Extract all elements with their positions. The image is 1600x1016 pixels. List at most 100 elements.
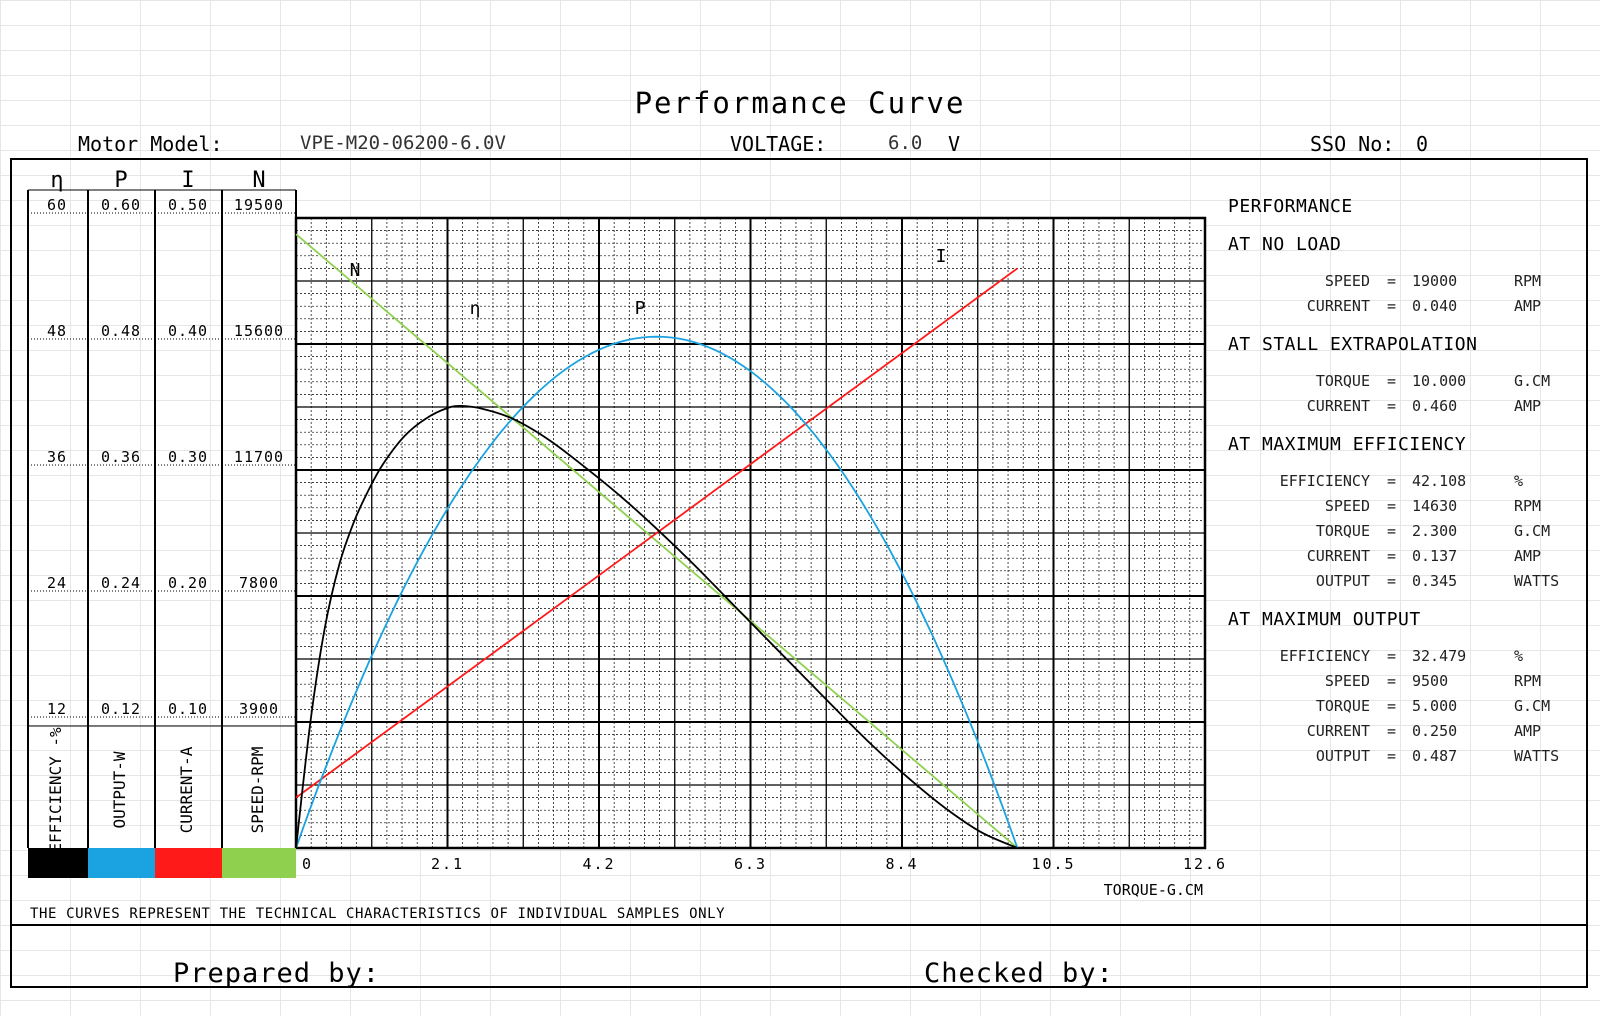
- output-tick: 0.48: [101, 322, 141, 340]
- axis-symbol: P: [114, 168, 127, 193]
- speed-tick: 3900: [239, 700, 279, 718]
- output-tick: 0.60: [101, 196, 141, 214]
- curve-label-current: I: [936, 246, 947, 267]
- max-efficiency-row-unit: AMP: [1514, 547, 1542, 565]
- performance-title: PERFORMANCE: [1228, 196, 1353, 217]
- axis-title: OUTPUT-W: [110, 751, 129, 828]
- voltage-value: 6.0: [888, 132, 923, 154]
- series-color-swatch: [88, 848, 155, 878]
- x-axis-ticks: 0 2.1 4.2 6.3 8.4 10.5 12.6 TORQUE-G.CM: [302, 855, 1227, 899]
- efficiency-tick: 36: [47, 448, 67, 466]
- no-load-row-equals: =: [1387, 297, 1397, 315]
- max-efficiency-row-label: EFFICIENCY: [1279, 472, 1370, 490]
- max-output-row-value: 32.479: [1412, 647, 1467, 665]
- current-tick: 0.20: [168, 574, 208, 592]
- checked-by-label: Checked by:: [924, 958, 1114, 989]
- max-output-row-label: EFFICIENCY: [1279, 647, 1370, 665]
- current-curve: [295, 267, 1018, 799]
- max-efficiency-row-equals: =: [1387, 472, 1397, 490]
- max-output-row-label: SPEED: [1324, 672, 1370, 690]
- x-tick-label: 10.5: [1031, 855, 1075, 873]
- max-output-row-value: 5.000: [1412, 697, 1458, 715]
- max-efficiency-row-equals: =: [1387, 572, 1397, 590]
- no-load-row-equals: =: [1387, 272, 1397, 290]
- stall-row-label: TORQUE: [1315, 372, 1370, 390]
- voltage-unit: V: [948, 132, 961, 156]
- axis-symbol: I: [181, 168, 194, 193]
- output-tick: 0.24: [101, 574, 141, 592]
- series-color-swatch: [155, 848, 222, 878]
- current-tick: 0.10: [168, 700, 208, 718]
- max-output-row-value: 0.487: [1412, 747, 1458, 765]
- max-efficiency-row-unit: %: [1514, 472, 1524, 490]
- no-load-row-value: 19000: [1412, 272, 1458, 290]
- efficiency-tick: 12: [47, 700, 67, 718]
- max-efficiency-row-equals: =: [1387, 522, 1397, 540]
- max-efficiency-row-value: 0.345: [1412, 572, 1458, 590]
- stall-row-value: 0.460: [1412, 397, 1458, 415]
- max-efficiency-row-label: SPEED: [1324, 497, 1370, 515]
- current-tick: 0.40: [168, 322, 208, 340]
- axis-title: EFFICIENCY -%: [46, 727, 65, 853]
- axis-title: SPEED-RPM: [248, 747, 267, 834]
- efficiency-tick: 48: [47, 322, 67, 340]
- voltage-label: VOLTAGE:: [730, 132, 827, 156]
- axis-symbol: N: [252, 168, 265, 193]
- max-output-row-value: 9500: [1412, 672, 1449, 690]
- curves: Nη P I: [295, 233, 1019, 849]
- max-output-row-equals: =: [1387, 647, 1397, 665]
- no-load-row-label: CURRENT: [1306, 297, 1370, 315]
- curve-label-output: P: [635, 298, 646, 319]
- x-tick-label: 6.3: [734, 855, 767, 873]
- grid-lines: [296, 218, 1205, 848]
- stall-row-unit: G.CM: [1514, 372, 1551, 390]
- x-tick-label: 2.1: [431, 855, 464, 873]
- max-output-row-equals: =: [1387, 697, 1397, 715]
- max-efficiency-row-unit: RPM: [1514, 497, 1542, 515]
- no-load-row-label: SPEED: [1324, 272, 1370, 290]
- current-tick: 0.50: [168, 196, 208, 214]
- max-efficiency-row-value: 0.137: [1412, 547, 1458, 565]
- curve-label-speed: N: [350, 260, 361, 281]
- footer-divider: [10, 924, 1588, 926]
- no-load-row-value: 0.040: [1412, 297, 1458, 315]
- series-color-swatch: [28, 848, 88, 878]
- max-output-row-unit: %: [1514, 647, 1524, 665]
- max-output-row-equals: =: [1387, 747, 1397, 765]
- max-output-row-label: TORQUE: [1315, 697, 1370, 715]
- max-efficiency-row-unit: WATTS: [1514, 572, 1560, 590]
- sheet-frame: [10, 158, 1588, 988]
- max-output-row-unit: G.CM: [1514, 697, 1551, 715]
- efficiency-tick: 24: [47, 574, 67, 592]
- left-axis-columns: η P I N 60 48 36 24 12 0.60 0.48 0.36 0.24 0.12 0.50 0.…: [27, 168, 297, 878]
- axis-title: CURRENT-A: [177, 746, 196, 833]
- efficiency-curve: [295, 404, 1018, 849]
- max-efficiency-row-equals: =: [1387, 497, 1397, 515]
- max-efficiency-row-value: 14630: [1412, 497, 1458, 515]
- stall-row-equals: =: [1387, 372, 1397, 390]
- disclaimer-note: THE CURVES REPRESENT THE TECHNICAL CHARA…: [30, 906, 726, 922]
- max-efficiency-heading: AT MAXIMUM EFFICIENCY: [1228, 434, 1467, 455]
- page-title: Performance Curve: [634, 86, 966, 120]
- x-tick-label: 0: [302, 855, 313, 873]
- current-tick: 0.30: [168, 448, 208, 466]
- speed-tick: 15600: [234, 322, 284, 340]
- stall-row-unit: AMP: [1514, 397, 1542, 415]
- output-tick: 0.12: [101, 700, 141, 718]
- max-efficiency-row-equals: =: [1387, 547, 1397, 565]
- max-output-row-label: OUTPUT: [1315, 747, 1370, 765]
- max-output-heading: AT MAXIMUM OUTPUT: [1228, 609, 1421, 630]
- efficiency-tick: 60: [47, 196, 67, 214]
- sso-label: SSO No:: [1310, 132, 1395, 156]
- motor-model-value: VPE-M20-06200-6.0V: [300, 132, 506, 154]
- x-tick-label: 8.4: [885, 855, 918, 873]
- output-curve: [295, 335, 1019, 849]
- x-tick-label: 12.6: [1183, 855, 1227, 873]
- speed-tick: 7800: [239, 574, 279, 592]
- no-load-heading: AT NO LOAD: [1228, 234, 1342, 255]
- max-efficiency-row-value: 42.108: [1412, 472, 1467, 490]
- max-efficiency-row-unit: G.CM: [1514, 522, 1551, 540]
- no-load-row-unit: RPM: [1514, 272, 1542, 290]
- speed-tick: 11700: [234, 448, 284, 466]
